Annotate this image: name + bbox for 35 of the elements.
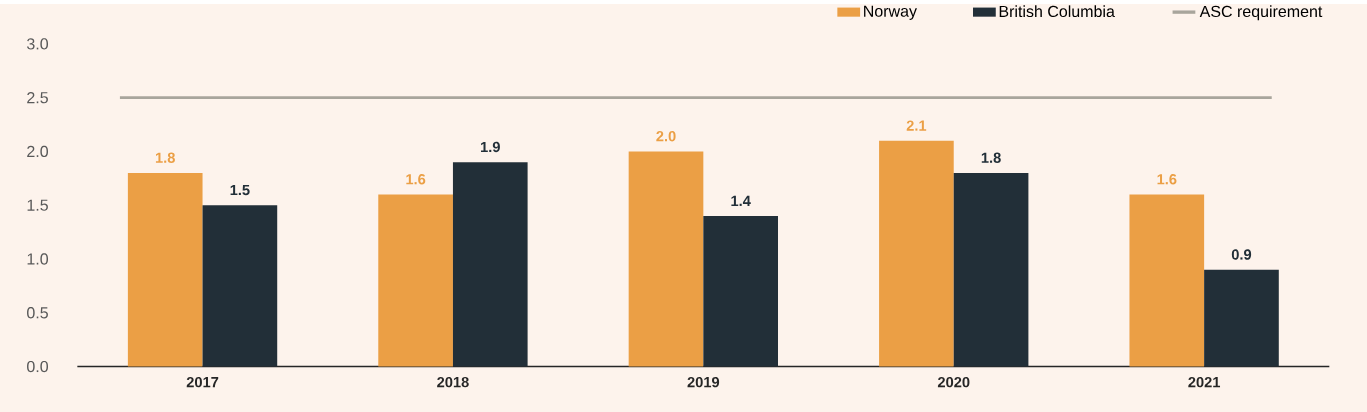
data-label: 0.9 [1231, 249, 1252, 260]
x-tick-label: 2020 [937, 377, 970, 388]
x-tick-label: 2018 [437, 377, 469, 388]
y-tick-label: 1.0 [27, 253, 49, 265]
bar [452, 162, 528, 367]
y-tick-label: 3.0 [27, 38, 49, 50]
data-label: 1.8 [981, 152, 1001, 163]
legend-label: British Columbia [999, 5, 1115, 18]
legend-label: ASC requirement [1199, 5, 1323, 21]
bar [1204, 269, 1279, 367]
bar [953, 173, 1029, 367]
data-label: 1.5 [230, 185, 250, 196]
data-label: 1.8 [155, 152, 175, 163]
bar [202, 205, 278, 367]
data-label: 1.6 [406, 174, 426, 185]
x-tick-label: 2021 [1188, 377, 1221, 388]
x-tick-label: 2019 [687, 377, 720, 388]
bar [879, 140, 954, 367]
y-tick-label: 0.0 [27, 360, 49, 373]
y-tick-label: 0.5 [27, 307, 48, 319]
x-tick-label: 2017 [186, 377, 219, 388]
data-label: 2.1 [906, 120, 927, 131]
bar [703, 216, 778, 367]
bar [378, 194, 453, 367]
data-label: 1.9 [481, 141, 500, 153]
bar [628, 151, 704, 367]
legend-label: Norway [864, 5, 917, 21]
data-label: 1.4 [731, 195, 751, 206]
y-tick-label: 2.0 [27, 145, 49, 158]
data-label: 1.6 [1157, 174, 1177, 185]
y-tick-label: 1.5 [27, 199, 48, 211]
bar [127, 173, 203, 367]
bar [1129, 194, 1205, 367]
data-label: 2.0 [656, 131, 676, 142]
y-tick-label: 2.5 [27, 92, 48, 104]
